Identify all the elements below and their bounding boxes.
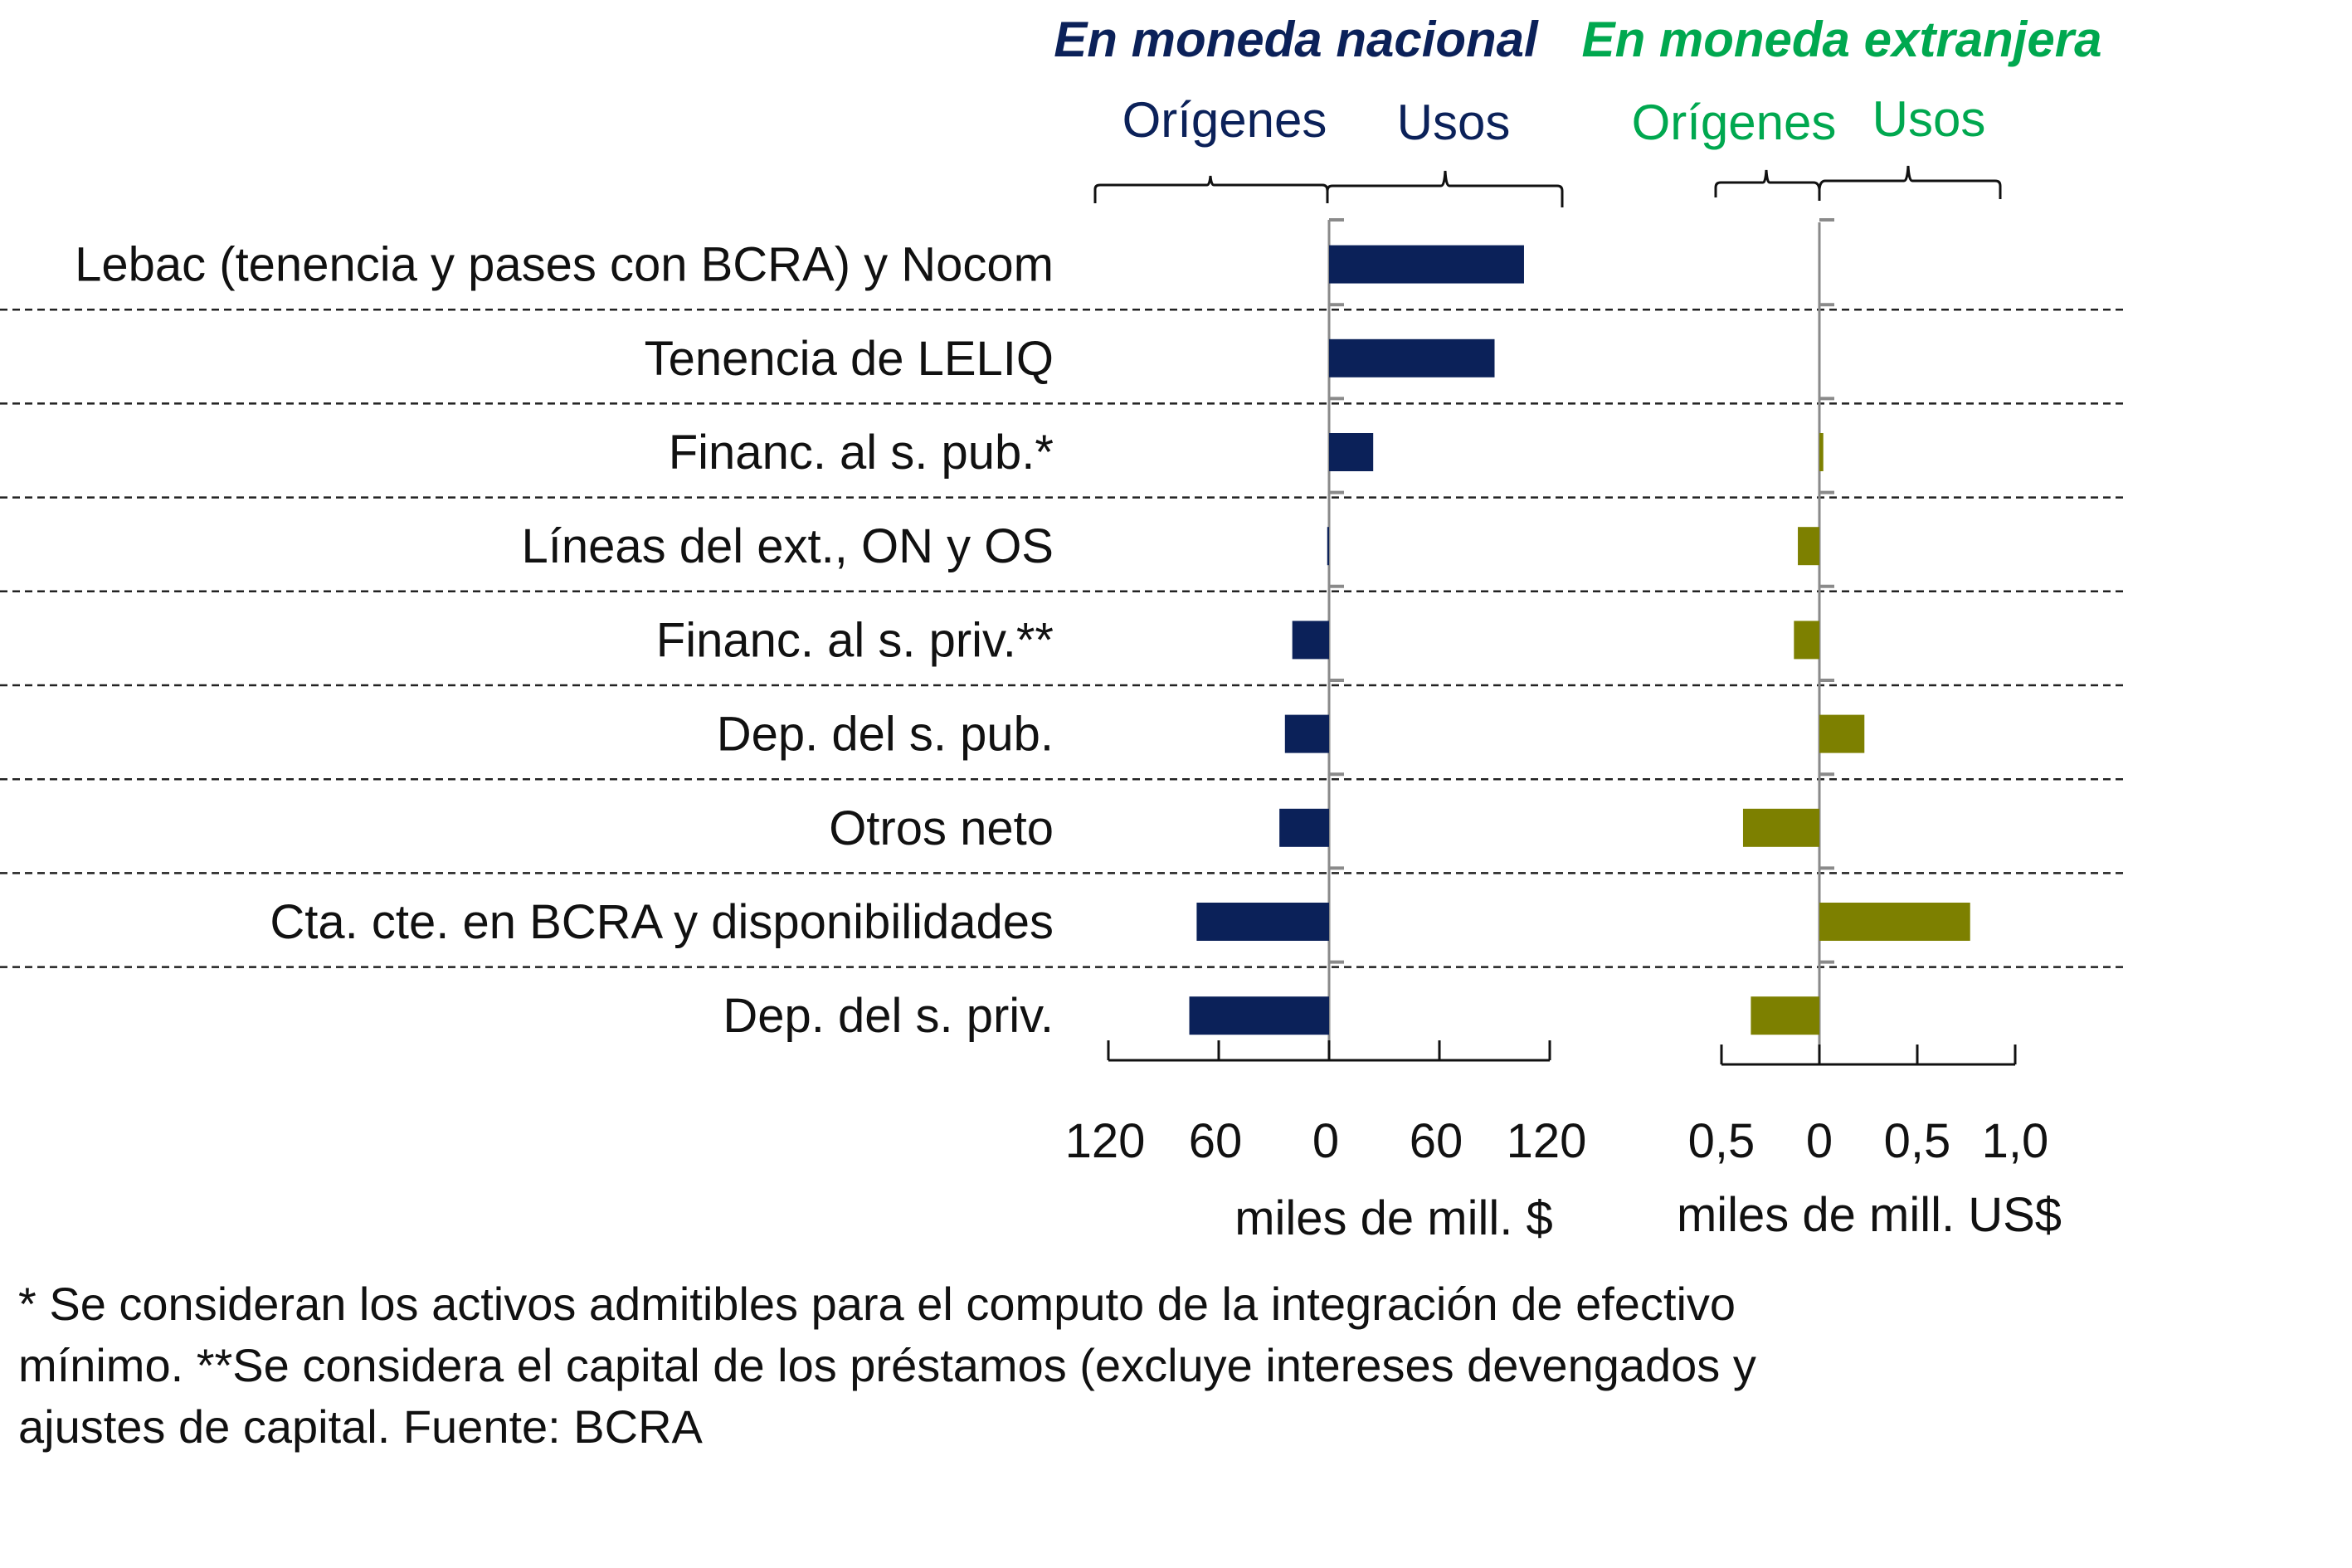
bar-nacional <box>1329 338 1495 377</box>
bar-nacional <box>1327 527 1329 566</box>
category-label: Financ. al s. pub.* <box>669 426 1054 480</box>
bar-nacional <box>1329 433 1374 471</box>
footnote-line-1: * Se consideran los activos admitibles p… <box>18 1278 1736 1330</box>
bar-nacional <box>1284 714 1329 753</box>
category-label: Dep. del s. pub. <box>717 708 1054 762</box>
tick-label-nacional: 120 <box>1065 1114 1146 1168</box>
origins-label-extranjera: Orígenes <box>1632 95 1837 150</box>
tick-label-nacional: 120 <box>1507 1114 1587 1168</box>
bar-extranjera <box>1794 621 1819 660</box>
bar-nacional <box>1329 245 1524 284</box>
tick-label-nacional: 0 <box>1312 1114 1339 1168</box>
unit-label-extranjera: miles de mill. US$ <box>1677 1188 2062 1242</box>
bar-extranjera <box>1819 433 1824 471</box>
category-label: Otros neto <box>829 801 1054 855</box>
tick-label-nacional: 60 <box>1189 1114 1243 1168</box>
uses-label-extranjera: Usos <box>1872 91 1986 147</box>
category-label: Tenencia de LELIQ <box>645 332 1054 386</box>
category-label: Lebac (tenencia y pases con BCRA) y Noco… <box>75 238 1054 292</box>
bar-extranjera <box>1819 903 1970 941</box>
tick-label-extranjera: 0,5 <box>1688 1114 1755 1168</box>
tick-label-extranjera: 1,0 <box>1982 1114 2049 1168</box>
bar-extranjera <box>1819 714 1865 753</box>
category-label: Cta. cte. en BCRA y disponibilidades <box>270 895 1054 949</box>
bar-nacional <box>1292 621 1329 660</box>
tick-label-nacional: 60 <box>1410 1114 1463 1168</box>
tick-label-extranjera: 0,5 <box>1884 1114 1951 1168</box>
panel-title-nacional: En moneda nacional <box>1054 12 1539 67</box>
footnote-line-3: ajustes de capital. Fuente: BCRA <box>18 1400 703 1453</box>
bar-extranjera <box>1751 996 1819 1035</box>
brace-origins-nacional <box>1093 175 1329 203</box>
bar-nacional <box>1279 808 1329 847</box>
bar-extranjera <box>1798 527 1819 566</box>
brace-origins-extranjera <box>1714 169 1821 201</box>
uses-label-nacional: Usos <box>1397 95 1511 150</box>
origins-label-nacional: Orígenes <box>1122 92 1327 148</box>
category-label: Financ. al s. priv.** <box>656 613 1054 667</box>
tick-label-extranjera: 0 <box>1806 1114 1833 1168</box>
category-label: Dep. del s. priv. <box>723 989 1054 1043</box>
footnote: * Se consideran los activos admitibles p… <box>18 1273 2043 1458</box>
brace-uses-extranjera <box>1818 165 2002 201</box>
brace-uses-nacional <box>1326 170 1564 207</box>
bar-nacional <box>1196 903 1329 941</box>
unit-label-nacional: miles de mill. $ <box>1234 1191 1553 1245</box>
bar-extranjera <box>1742 808 1819 847</box>
footnote-line-2: mínimo. **Se considera el capital de los… <box>18 1339 1756 1391</box>
bar-nacional <box>1189 996 1329 1035</box>
panel-title-extranjera: En moneda extranjera <box>1582 12 2102 67</box>
category-label: Líneas del ext., ON y OS <box>521 519 1054 573</box>
